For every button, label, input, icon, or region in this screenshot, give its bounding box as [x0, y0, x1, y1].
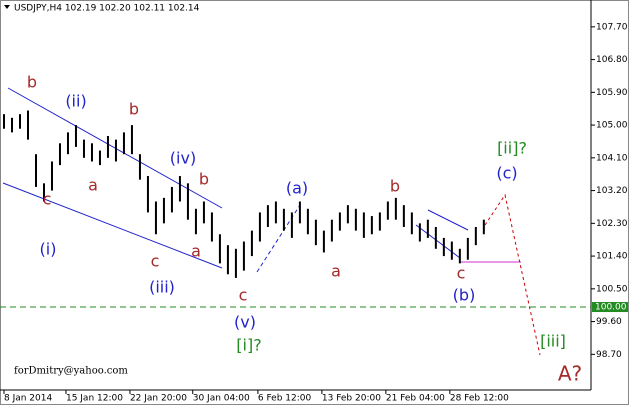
- wave-label: (b): [453, 286, 476, 305]
- x-tick-label: 13 Feb 20:00: [322, 394, 381, 404]
- wave-label: (iv): [170, 149, 196, 168]
- menu-icon: [4, 5, 10, 9]
- x-tick-label: 21 Feb 04:00: [386, 394, 445, 404]
- wave-label: a: [88, 176, 98, 195]
- x-tick-label: 22 Jan 20:00: [130, 394, 187, 404]
- level-label-box: [592, 302, 628, 313]
- x-tick-label: 28 Feb 12:00: [450, 394, 509, 404]
- wave-label: c: [43, 190, 52, 209]
- wave-label: (iii): [149, 278, 175, 297]
- level-label: 100.00: [595, 303, 627, 313]
- x-tick-label: 15 Jan 12:00: [66, 394, 123, 404]
- y-tick-label: 99.60: [596, 317, 622, 327]
- wave-label: b: [27, 73, 37, 92]
- wave-label: a: [331, 262, 341, 281]
- y-tick-label: 103.20: [596, 186, 628, 196]
- wave-label: (a): [286, 179, 308, 198]
- y-tick-label: 107.70: [596, 22, 628, 32]
- y-tick-label: 98.70: [596, 350, 622, 360]
- wave-label: (c): [496, 164, 517, 183]
- wave-label: b: [129, 100, 139, 119]
- chart-title: USDJPY,H4 102.19 102.20 102.11 102.14: [14, 4, 200, 14]
- watermark: forDmitry@yahoo.com: [14, 366, 128, 377]
- small-channel-upper: [427, 209, 469, 231]
- wave-label: b: [390, 177, 400, 196]
- channel-lower: [2, 182, 223, 269]
- wave-label: (ii): [65, 92, 86, 111]
- y-tick-label: 104.10: [596, 153, 628, 163]
- wave-label: (i): [40, 240, 57, 259]
- y-tick-label: 100.50: [596, 284, 628, 294]
- wave-label: c: [239, 286, 248, 305]
- y-tick-label: 101.40: [596, 252, 628, 262]
- x-tick-label: 8 Jan 2014: [4, 394, 52, 404]
- y-tick-label: 102.30: [596, 219, 628, 229]
- wave-label: b: [199, 170, 209, 189]
- wave-label: A?: [558, 362, 582, 386]
- wave-label: a: [191, 242, 201, 261]
- wave-label: c: [151, 252, 160, 271]
- wave-label: (v): [234, 313, 256, 332]
- wave-label: c: [457, 264, 466, 283]
- wave-label: [ii]?: [497, 139, 527, 158]
- x-tick-label: 6 Feb 12:00: [258, 394, 312, 404]
- y-tick-label: 105.90: [596, 88, 628, 98]
- y-tick-label: 105.00: [596, 121, 628, 131]
- projection: [484, 193, 541, 356]
- wave-label: [i]?: [236, 336, 261, 355]
- y-tick-label: 106.80: [596, 55, 628, 65]
- x-tick-label: 30 Jan 04:00: [193, 394, 250, 404]
- wave-label: [iii]: [540, 332, 566, 351]
